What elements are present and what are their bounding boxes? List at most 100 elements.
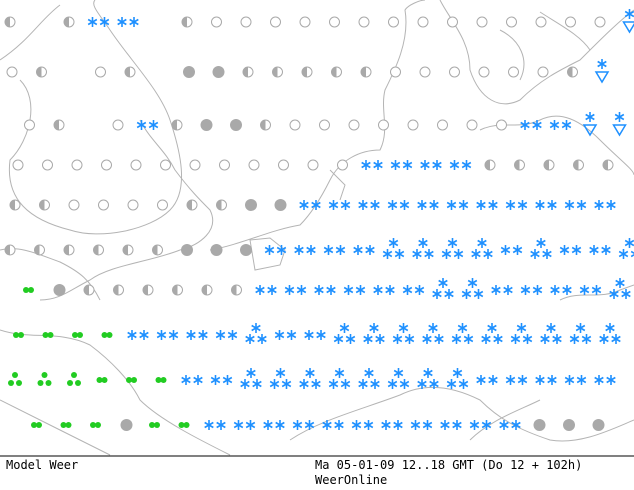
snow-flake (510, 335, 521, 343)
rain-dot (75, 380, 81, 386)
snow-flake (581, 335, 592, 343)
drizzle-dot (101, 332, 108, 338)
partly-cloudy-fill (143, 285, 148, 295)
clear-symbol (95, 66, 106, 78)
snow-flake (373, 161, 383, 169)
drizzle-dot (183, 422, 190, 428)
clear-symbol (447, 16, 458, 28)
snow-flake (322, 421, 332, 429)
snow-flake (335, 246, 346, 254)
snow-flake (500, 246, 511, 254)
partly-cloudy-fill (331, 67, 337, 77)
snow-flake (535, 201, 545, 209)
snow-flake (404, 335, 415, 343)
clear-symbol (189, 159, 201, 171)
partly-cloudy-fill (272, 67, 278, 77)
clear-symbol (112, 119, 124, 131)
clear-symbol (388, 16, 399, 28)
snow-flake (275, 369, 286, 377)
snow-flake (452, 369, 463, 377)
partly-cloudy-fill (113, 285, 119, 295)
clear-symbol (240, 16, 252, 28)
snow-flake (139, 331, 149, 339)
clear-symbol (417, 16, 429, 28)
snow-flake (493, 335, 503, 343)
drizzle-dot (28, 287, 34, 293)
snow-flake (438, 279, 448, 287)
snow-flake (451, 335, 462, 343)
snow-flake (503, 286, 513, 294)
snow-flake (257, 335, 267, 343)
shower-triangle (612, 124, 627, 137)
snow-flake (311, 380, 321, 388)
partly-cloudy-fill (302, 67, 307, 77)
snow-flake (358, 380, 368, 388)
snow-flake (535, 376, 545, 384)
drizzle-dot (23, 287, 29, 293)
snow-flake (364, 369, 374, 377)
drizzle-dot (131, 377, 137, 383)
snow-flake (304, 421, 315, 429)
drizzle-dot (126, 377, 132, 383)
partly-cloudy-fill (34, 245, 40, 255)
clear-symbol (476, 16, 488, 28)
drizzle-dot (96, 377, 103, 383)
snow-flake (630, 250, 634, 255)
snow-flake (264, 246, 275, 254)
clear-symbol (390, 66, 401, 78)
snow-flake (432, 290, 442, 298)
snow-flake (624, 239, 634, 247)
snow-flake (601, 246, 611, 254)
snow-flake (605, 324, 615, 332)
snow-flake (579, 286, 590, 294)
partly-cloudy-fill (603, 160, 608, 170)
snow-flake (594, 201, 604, 209)
partly-cloudy-fill (152, 245, 158, 255)
snow-flake (542, 250, 552, 258)
snow-flake (276, 246, 287, 254)
drizzle-dot (178, 422, 185, 428)
snow-flake (369, 324, 379, 332)
snow-flake (306, 246, 316, 254)
partly-cloudy-fill (182, 17, 187, 27)
rain-dot (71, 372, 77, 378)
snow-flake (417, 201, 427, 209)
snow-flake (488, 376, 498, 384)
snow-flake (562, 286, 572, 294)
snow-flake (467, 279, 478, 287)
snow-flake (481, 421, 492, 429)
snow-flake (267, 286, 277, 294)
partly-cloudy-fill (361, 67, 366, 77)
snow-flake (361, 161, 371, 169)
snow-flake (458, 201, 469, 209)
snow-flake (274, 331, 285, 339)
partly-cloudy-fill (187, 200, 192, 210)
snow-flake (530, 250, 540, 258)
snow-flake (210, 376, 221, 384)
rain-dot (16, 380, 22, 386)
drizzle-dot (101, 377, 108, 383)
partly-cloudy-fill (123, 245, 128, 255)
snow-flake (505, 376, 516, 384)
snow-flake (255, 286, 265, 294)
snow-flake (428, 324, 438, 332)
snow-flake (284, 286, 295, 294)
clear-symbol (496, 119, 507, 131)
snow-flake (399, 380, 410, 388)
snow-flake (585, 113, 595, 121)
snow-flake (449, 161, 460, 169)
snow-flake (481, 335, 491, 343)
clear-symbol (24, 119, 35, 131)
partly-cloudy-fill (125, 67, 130, 77)
snow-flake (340, 201, 351, 209)
partly-cloudy-fill (64, 17, 69, 27)
rain-dot (8, 380, 14, 386)
snow-flake (488, 201, 498, 209)
snow-flake (444, 290, 454, 298)
clear-symbol (307, 159, 319, 171)
snow-flake (532, 121, 542, 129)
snow-flake (597, 60, 607, 68)
clear-symbol (68, 199, 80, 211)
drizzle-dot (77, 332, 83, 338)
snow-flake (546, 324, 556, 332)
